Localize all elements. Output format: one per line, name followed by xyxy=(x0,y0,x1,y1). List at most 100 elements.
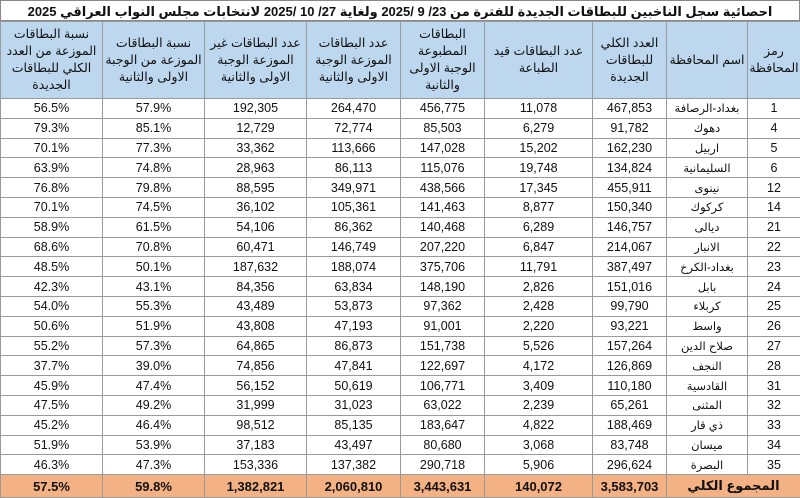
table-cell: 46.4% xyxy=(103,415,205,435)
column-header: رمز المحافظة xyxy=(748,22,800,99)
total-cell: 59.8% xyxy=(103,475,205,498)
table-cell: 5,906 xyxy=(485,455,593,475)
province-name: نينوى xyxy=(667,178,748,198)
table-cell: 140,468 xyxy=(401,217,485,237)
table-cell: 349,971 xyxy=(307,178,401,198)
table-cell: 54.0% xyxy=(1,296,103,316)
table-cell: 467,853 xyxy=(593,99,667,119)
total-cell: 140,072 xyxy=(485,475,593,498)
table-cell: 15,202 xyxy=(485,138,593,158)
table-cell: 60,471 xyxy=(205,237,307,257)
column-header: عدد البطاقات الموزعة الوجبة الاولى والثا… xyxy=(307,22,401,99)
table-cell: 31,999 xyxy=(205,395,307,415)
table-cell: 76.8% xyxy=(1,178,103,198)
province-name: كربلاء xyxy=(667,296,748,316)
table-cell: 47,193 xyxy=(307,316,401,336)
table-cell: 188,074 xyxy=(307,257,401,277)
total-cell: 57.5% xyxy=(1,475,103,498)
table-cell: 85,135 xyxy=(307,415,401,435)
table-cell: 85,503 xyxy=(401,118,485,138)
table-cell: 84,356 xyxy=(205,277,307,297)
table-title: احصائية سجل الناخبين للبطاقات الجديدة لل… xyxy=(0,0,800,21)
province-name: كركوك xyxy=(667,197,748,217)
table-cell: 187,632 xyxy=(205,257,307,277)
table-cell: 99,790 xyxy=(593,296,667,316)
table-cell: 148,190 xyxy=(401,277,485,297)
table-cell: 58.9% xyxy=(1,217,103,237)
table-cell: 6,847 xyxy=(485,237,593,257)
province-code: 6 xyxy=(748,158,800,178)
table-cell: 11,078 xyxy=(485,99,593,119)
table-cell: 122,697 xyxy=(401,356,485,376)
table-cell: 98,512 xyxy=(205,415,307,435)
province-name: السليمانية xyxy=(667,158,748,178)
table-cell: 51.9% xyxy=(103,316,205,336)
table-cell: 134,824 xyxy=(593,158,667,178)
table-cell: 74,856 xyxy=(205,356,307,376)
province-code: 35 xyxy=(748,455,800,475)
table-cell: 86,113 xyxy=(307,158,401,178)
table-cell: 33,362 xyxy=(205,138,307,158)
table-cell: 157,264 xyxy=(593,336,667,356)
table-cell: 47.4% xyxy=(103,376,205,396)
table-cell: 51.9% xyxy=(1,435,103,455)
table-cell: 2,826 xyxy=(485,277,593,297)
table-cell: 79.3% xyxy=(1,118,103,138)
table-cell: 110,180 xyxy=(593,376,667,396)
table-cell: 113,666 xyxy=(307,138,401,158)
table-cell: 49.2% xyxy=(103,395,205,415)
province-name: دهوك xyxy=(667,118,748,138)
province-name: المثنى xyxy=(667,395,748,415)
province-code: 24 xyxy=(748,277,800,297)
table-cell: 296,624 xyxy=(593,455,667,475)
province-name: ديالى xyxy=(667,217,748,237)
table-cell: 50.6% xyxy=(1,316,103,336)
table-cell: 45.2% xyxy=(1,415,103,435)
province-code: 4 xyxy=(748,118,800,138)
table-cell: 12,729 xyxy=(205,118,307,138)
total-cell: 3,583,703 xyxy=(593,475,667,498)
table-cell: 6,279 xyxy=(485,118,593,138)
table-cell: 61.5% xyxy=(103,217,205,237)
table-cell: 387,497 xyxy=(593,257,667,277)
table-cell: 91,001 xyxy=(401,316,485,336)
table-cell: 17,345 xyxy=(485,178,593,198)
province-name: القادسية xyxy=(667,376,748,396)
table-cell: 192,305 xyxy=(205,99,307,119)
province-name: بابل xyxy=(667,277,748,297)
column-header: نسبة البطاقات الموزعة من الوجبة الاولى و… xyxy=(103,22,205,99)
province-name: بغداد-الرصافة xyxy=(667,99,748,119)
total-label: المجموع الكلي xyxy=(667,475,800,498)
table-cell: 70.8% xyxy=(103,237,205,257)
column-header: عدد البطاقات قيد الطباعة xyxy=(485,22,593,99)
province-name: الانبار xyxy=(667,237,748,257)
table-cell: 63.9% xyxy=(1,158,103,178)
table-cell: 63,834 xyxy=(307,277,401,297)
province-code: 33 xyxy=(748,415,800,435)
table-cell: 2,428 xyxy=(485,296,593,316)
table-cell: 47.5% xyxy=(1,395,103,415)
province-code: 31 xyxy=(748,376,800,396)
province-name: ميسان xyxy=(667,435,748,455)
table-cell: 106,771 xyxy=(401,376,485,396)
table-cell: 8,877 xyxy=(485,197,593,217)
table-cell: 2,220 xyxy=(485,316,593,336)
province-code: 28 xyxy=(748,356,800,376)
total-cell: 2,060,810 xyxy=(307,475,401,498)
column-header: العدد الكلي للبطاقات الجديدة xyxy=(593,22,667,99)
total-cell: 1,382,821 xyxy=(205,475,307,498)
province-name: البصرة xyxy=(667,455,748,475)
province-code: 27 xyxy=(748,336,800,356)
province-name: واسط xyxy=(667,316,748,336)
table-cell: 97,362 xyxy=(401,296,485,316)
table-cell: 19,748 xyxy=(485,158,593,178)
